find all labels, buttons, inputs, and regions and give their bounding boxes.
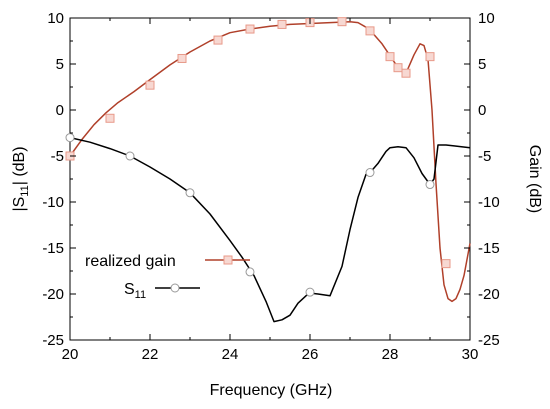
- left-y-tick-label: 10: [47, 10, 64, 27]
- series-line-s11: [69, 136, 471, 323]
- right-y-tick-label: 5: [478, 56, 486, 73]
- left-y-tick-label: -10: [42, 194, 64, 211]
- left-y-tick-label: -20: [42, 286, 64, 303]
- legend-label-s11: S11: [124, 281, 146, 301]
- series-realized-gain: [65, 17, 471, 303]
- data-point-realized-gain: [385, 52, 395, 62]
- left-y-axis-label-end: | (dB): [11, 146, 28, 185]
- legend-label-realized-gain: realized gain: [85, 253, 176, 270]
- data-point-realized-gain: [277, 19, 287, 29]
- left-y-tick-label: 0: [56, 102, 64, 119]
- right-y-tick-label: -5: [478, 148, 491, 165]
- right-y-tick-label: -20: [478, 286, 500, 303]
- data-point-realized-gain: [365, 26, 375, 36]
- x-tick-label: 30: [462, 346, 479, 363]
- data-point-realized-gain: [441, 259, 451, 269]
- legend-label-s11-main: S: [124, 281, 135, 298]
- left-y-tick-label: -5: [51, 148, 64, 165]
- data-point-s11: [65, 133, 75, 143]
- data-point-realized-gain: [245, 24, 255, 34]
- data-point-s11: [305, 287, 315, 297]
- data-point-realized-gain: [337, 17, 347, 27]
- left-y-axis-label-main: |S: [11, 197, 28, 212]
- legend: realized gain S11: [85, 253, 250, 301]
- data-point-s11: [365, 168, 375, 178]
- data-point-s11: [185, 188, 195, 198]
- x-axis-label: Frequency (GHz): [210, 382, 333, 399]
- right-y-tick-label: -15: [478, 240, 500, 257]
- right-y-tick-label: -25: [478, 332, 500, 349]
- x-tick-label: 20: [62, 346, 79, 363]
- left-y-axis-label: |S11| (dB): [11, 146, 31, 211]
- legend-marker-realized-gain: [223, 255, 233, 265]
- left-y-axis: 10 5 0 -5 -10 -15 -20 -25: [42, 10, 76, 349]
- left-y-tick-label: 5: [56, 56, 64, 73]
- x-tick-label: 28: [382, 346, 399, 363]
- x-tick-label: 24: [222, 346, 239, 363]
- data-point-s11: [245, 267, 255, 277]
- right-y-tick-label: 0: [478, 102, 486, 119]
- data-point-realized-gain: [401, 68, 411, 78]
- x-tick-label: 26: [302, 346, 319, 363]
- data-point-realized-gain: [213, 35, 223, 45]
- data-point-realized-gain: [145, 80, 155, 90]
- left-y-tick-label: -15: [42, 240, 64, 257]
- right-y-axis-label: Gain (dB): [526, 145, 543, 213]
- right-y-tick-label: 10: [478, 10, 495, 27]
- data-point-realized-gain: [177, 53, 187, 63]
- data-point-s11: [125, 151, 135, 161]
- data-point-realized-gain: [393, 63, 403, 73]
- data-point-s11: [425, 180, 435, 190]
- legend-label-s11-sub: 11: [135, 289, 146, 301]
- legend-marker-s11: [170, 283, 180, 293]
- left-y-tick-label: -25: [42, 332, 64, 349]
- right-y-axis: 10 5 0 -5 -10 -15 -20 -25: [464, 10, 500, 349]
- data-point-realized-gain: [425, 52, 435, 62]
- series-s11: [65, 133, 471, 323]
- x-axis: 20 22 24 26 28 30: [62, 18, 479, 363]
- data-point-realized-gain: [105, 113, 115, 123]
- x-tick-label: 22: [142, 346, 159, 363]
- right-y-tick-label: -10: [478, 194, 500, 211]
- left-y-axis-label-sub: 11: [19, 185, 31, 196]
